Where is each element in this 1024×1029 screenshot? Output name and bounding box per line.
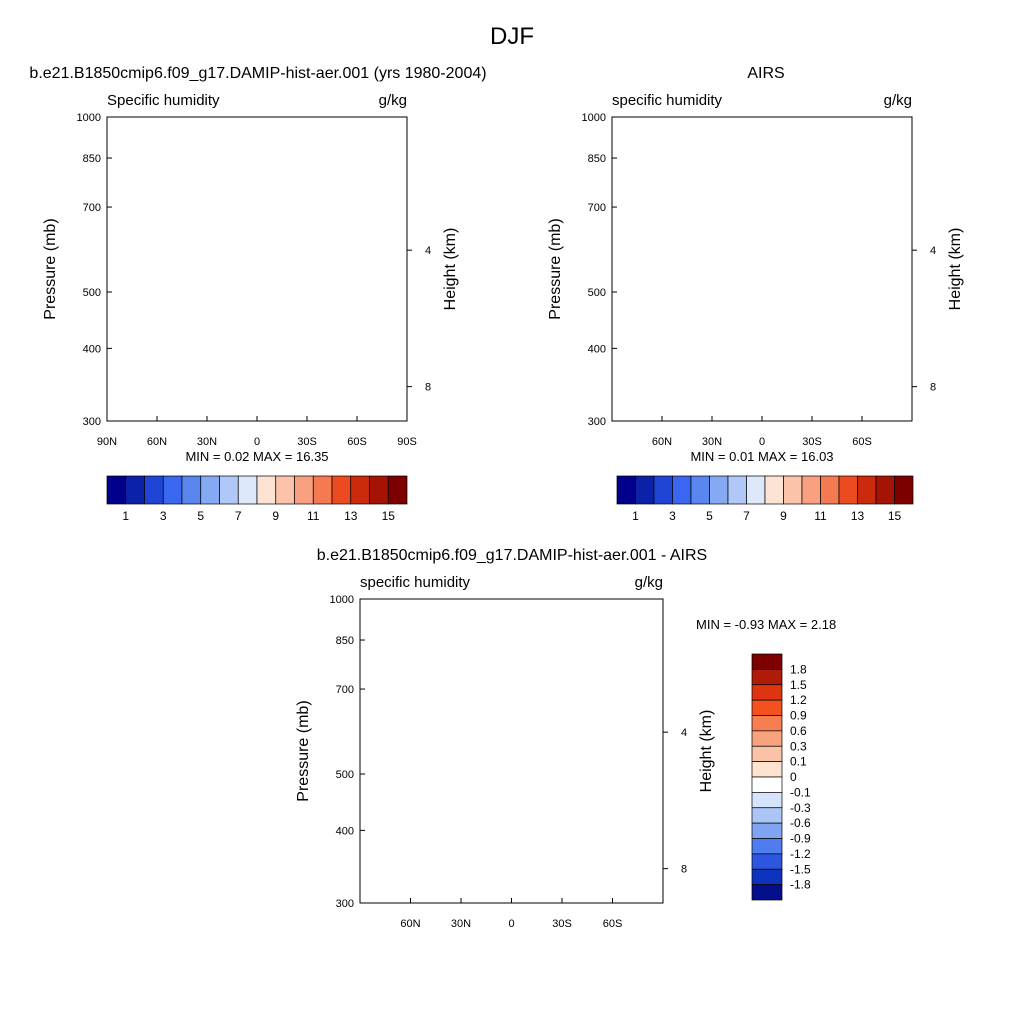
x-tick-label: 0 — [759, 436, 765, 448]
colorbar-swatch — [145, 476, 164, 504]
colorbar-swatch — [617, 476, 636, 504]
y-tick-label: 850 — [588, 153, 606, 165]
colorbar-swatch — [636, 476, 655, 504]
y-tick-label: 300 — [588, 416, 606, 428]
colorbar-label: 7 — [235, 509, 242, 523]
colorbar-swatch — [858, 476, 877, 504]
panel-title: AIRS — [747, 65, 784, 82]
colorbar-swatch — [163, 476, 182, 504]
x-tick-label: 60S — [347, 436, 367, 448]
y-axis-title: Pressure (mb) — [42, 218, 59, 319]
y-tick-label: 400 — [588, 343, 606, 355]
colorbar-swatch — [673, 476, 692, 504]
y-tick-label: 1000 — [77, 112, 101, 124]
colorbar-swatch — [238, 476, 257, 504]
x-tick-label: 30N — [702, 436, 722, 448]
colorbar-swatch — [876, 476, 895, 504]
colorbar-label: 9 — [780, 509, 787, 523]
colorbar-swatch — [107, 476, 126, 504]
y-tick-label: 700 — [83, 202, 101, 214]
x-tick-label: 30S — [802, 436, 822, 448]
colorbar-label: 15 — [382, 509, 396, 523]
plot-frame — [107, 117, 407, 421]
colorbar-swatch — [257, 476, 276, 504]
colorbar-label: 7 — [743, 509, 750, 523]
colorbar-swatch — [839, 476, 858, 504]
colorbar-label: 13 — [344, 509, 358, 523]
panel-units-label: g/kg — [379, 92, 407, 109]
colorbar-swatch — [388, 476, 407, 504]
colorbar-label: 9 — [272, 509, 279, 523]
x-tick-label: 0 — [254, 436, 260, 448]
y-tick-label: 700 — [588, 202, 606, 214]
x-tick-label: 90S — [397, 436, 417, 448]
colorbar-swatch — [691, 476, 710, 504]
panel-left-label: specific humidity — [612, 92, 723, 109]
colorbar-swatch — [182, 476, 201, 504]
panel-units-label: g/kg — [884, 92, 912, 109]
y-tick-label: 300 — [83, 416, 101, 428]
x-tick-label: 60N — [652, 436, 672, 448]
colorbar-swatch — [313, 476, 332, 504]
colorbar-label: 5 — [197, 509, 204, 523]
colorbar-label: 1 — [122, 509, 129, 523]
y-tick-label: 1000 — [582, 112, 606, 124]
colorbar-swatch — [728, 476, 747, 504]
panel-title: b.e21.B1850cmip6.f09_g17.DAMIP-hist-aer.… — [29, 65, 486, 82]
colorbar-swatch — [821, 476, 840, 504]
colorbar-label: 1 — [632, 509, 639, 523]
height-tick-label: 4 — [425, 245, 431, 257]
colorbar-swatch — [710, 476, 729, 504]
height-tick-label: 8 — [425, 382, 431, 394]
y-tick-label: 500 — [588, 287, 606, 299]
colorbar-swatch — [351, 476, 370, 504]
colorbar-swatch — [895, 476, 914, 504]
colorbar-label: 3 — [160, 509, 167, 523]
colorbar-swatch — [784, 476, 803, 504]
colorbar-label: 13 — [851, 509, 865, 523]
x-tick-label: 90N — [97, 436, 117, 448]
colorbar-swatch — [295, 476, 314, 504]
colorbar-label: 11 — [814, 509, 827, 523]
colorbar-label: 15 — [888, 509, 902, 523]
y-tick-label: 850 — [83, 153, 101, 165]
height-axis-title: Height (km) — [442, 228, 459, 311]
colorbar-swatch — [220, 476, 239, 504]
colorbar-swatch — [332, 476, 351, 504]
x-tick-label: 30N — [197, 436, 217, 448]
y-axis-title: Pressure (mb) — [547, 218, 564, 319]
height-tick-label: 8 — [930, 382, 936, 394]
colorbar-label: 11 — [307, 509, 320, 523]
plot-frame — [612, 117, 912, 421]
colorbar-label: 5 — [706, 509, 713, 523]
colorbar-swatch — [765, 476, 784, 504]
x-tick-label: 60N — [147, 436, 167, 448]
height-tick-label: 4 — [930, 245, 936, 257]
y-tick-label: 500 — [83, 287, 101, 299]
colorbar-swatch — [276, 476, 295, 504]
height-axis-title: Height (km) — [947, 228, 964, 311]
panel-1: b.e21.B1850cmip6.f09_g17.DAMIP-hist-aer.… — [29, 65, 486, 523]
colorbar-swatch — [654, 476, 673, 504]
min-max-stats: MIN = 0.02 MAX = 16.35 — [185, 449, 328, 464]
colorbar-swatch — [370, 476, 389, 504]
y-tick-label: 400 — [83, 343, 101, 355]
colorbar-swatch — [126, 476, 145, 504]
figure-title: DJF — [490, 23, 534, 50]
colorbar-swatch — [201, 476, 220, 504]
min-max-stats: MIN = 0.01 MAX = 16.03 — [690, 449, 833, 464]
x-tick-label: 60S — [852, 436, 872, 448]
colorbar-swatch — [747, 476, 766, 504]
colorbar-swatch — [802, 476, 821, 504]
colorbar-label: 3 — [669, 509, 676, 523]
x-tick-label: 30S — [297, 436, 317, 448]
panel-left-label: Specific humidity — [107, 92, 220, 109]
